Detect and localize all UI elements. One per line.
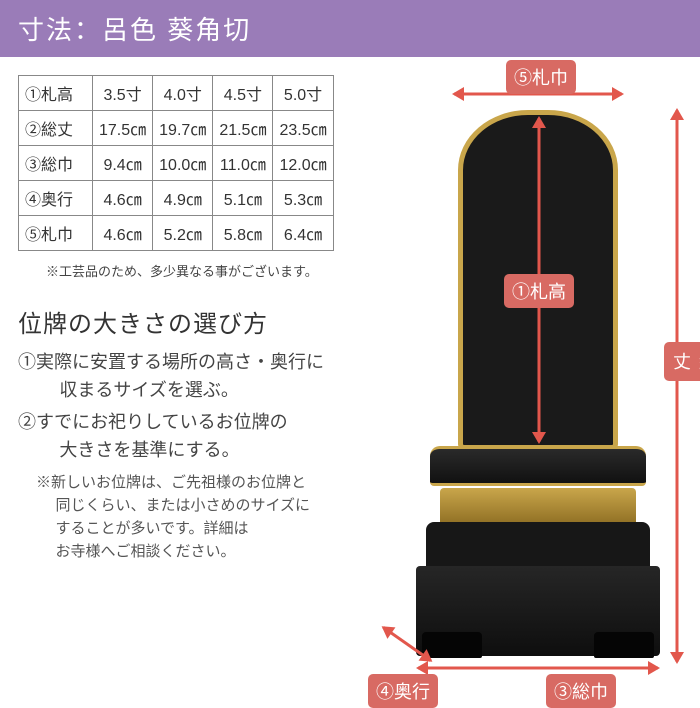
cell: 5.2㎝: [153, 216, 213, 251]
cell: 5.0寸: [273, 76, 333, 111]
base-foot: [416, 566, 660, 656]
row-label: ④奥行: [19, 181, 93, 216]
cell: 19.7㎝: [153, 111, 213, 146]
cell: 23.5㎝: [273, 111, 333, 146]
dimension-table: ①札高 3.5寸 4.0寸 4.5寸 5.0寸 ②総丈 17.5㎝ 19.7㎝ …: [18, 75, 334, 251]
guide-item: ②すでにお祀りしているお位牌の 大きさを基準にする。: [18, 409, 398, 465]
cell: 6.4㎝: [273, 216, 333, 251]
product-diagram: ⑤札巾 ①札高 ② 総 丈 ③総巾 ④奥行: [398, 64, 688, 674]
cell: 3.5寸: [93, 76, 153, 111]
cell: 4.6㎝: [93, 181, 153, 216]
cell: 5.8㎝: [213, 216, 273, 251]
guide-item: ①実際に安置する場所の高さ・奥行に 収まるサイズを選ぶ。: [18, 349, 398, 405]
cell: 5.3㎝: [273, 181, 333, 216]
table-row: ⑤札巾 4.6㎝ 5.2㎝ 5.8㎝ 6.4㎝: [19, 216, 334, 251]
row-label: ②総丈: [19, 111, 93, 146]
row-label: ①札高: [19, 76, 93, 111]
cell: 21.5㎝: [213, 111, 273, 146]
label-total-height: ② 総 丈: [664, 342, 700, 381]
guide-note: ※新しいお位牌は、ご先祖様のお位牌と 同じくらい、または小さめのサイズに するこ…: [18, 471, 398, 564]
row-label: ⑤札巾: [19, 216, 93, 251]
label-tablet-width: ⑤札巾: [506, 60, 576, 94]
section-header: 寸法：呂色 葵角切: [0, 0, 700, 57]
cell: 4.9㎝: [153, 181, 213, 216]
table-row: ④奥行 4.6㎝ 4.9㎝ 5.1㎝ 5.3㎝: [19, 181, 334, 216]
cell: 12.0㎝: [273, 146, 333, 181]
cell: 10.0㎝: [153, 146, 213, 181]
table-row: ①札高 3.5寸 4.0寸 4.5寸 5.0寸: [19, 76, 334, 111]
size-guide: 位牌の大きさの選び方 ①実際に安置する場所の高さ・奥行に 収まるサイズを選ぶ。 …: [18, 304, 398, 564]
base-dark: [426, 522, 650, 572]
label-tablet-height: ①札高: [504, 274, 574, 308]
cell: 17.5㎝: [93, 111, 153, 146]
cell: 5.1㎝: [213, 181, 273, 216]
cell: 9.4㎝: [93, 146, 153, 181]
section-title: 寸法：呂色 葵角切: [18, 15, 251, 45]
cell: 4.6㎝: [93, 216, 153, 251]
cell: 4.5寸: [213, 76, 273, 111]
label-depth: ④奥行: [368, 674, 438, 708]
arrow-total-height: [670, 110, 684, 662]
label-base-width: ③総巾: [546, 674, 616, 708]
cell: 4.0寸: [153, 76, 213, 111]
base-upper: [430, 446, 646, 486]
table-row: ③総巾 9.4㎝ 10.0㎝ 11.0㎝ 12.0㎝: [19, 146, 334, 181]
table-row: ②総丈 17.5㎝ 19.7㎝ 21.5㎝ 23.5㎝: [19, 111, 334, 146]
cell: 11.0㎝: [213, 146, 273, 181]
guide-title: 位牌の大きさの選び方: [18, 304, 398, 339]
row-label: ③総巾: [19, 146, 93, 181]
